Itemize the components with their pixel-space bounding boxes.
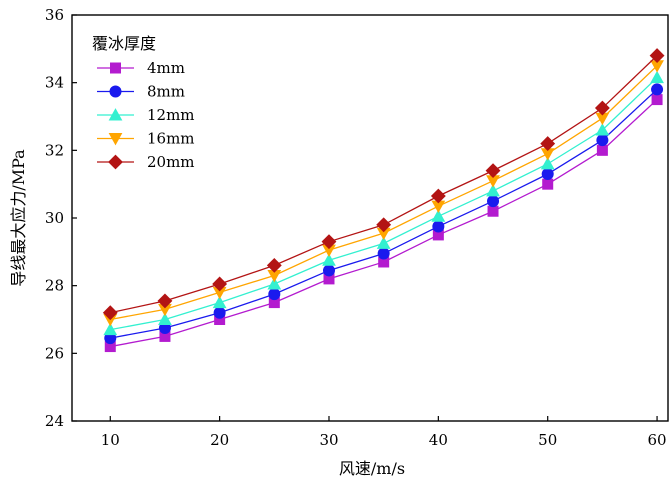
legend-item: 20mm bbox=[97, 153, 195, 171]
data-point bbox=[268, 288, 281, 301]
y-tick-label: 36 bbox=[45, 6, 64, 24]
data-point bbox=[540, 156, 555, 170]
data-point bbox=[378, 256, 390, 268]
series-4mm bbox=[104, 94, 663, 353]
data-point bbox=[431, 209, 446, 222]
data-point bbox=[487, 195, 500, 208]
data-point bbox=[430, 188, 446, 204]
legend-item: 8mm bbox=[97, 83, 185, 101]
y-tick-label: 26 bbox=[45, 344, 64, 362]
data-point bbox=[376, 236, 391, 249]
data-point bbox=[267, 270, 282, 283]
legend-label: 4mm bbox=[147, 59, 185, 77]
data-point bbox=[431, 200, 446, 214]
data-point bbox=[649, 48, 665, 64]
y-tick-label: 30 bbox=[45, 209, 64, 227]
series-20mm bbox=[102, 48, 665, 321]
data-point bbox=[102, 305, 118, 321]
data-point bbox=[650, 70, 664, 84]
data-point bbox=[596, 134, 609, 147]
data-point bbox=[486, 184, 500, 197]
legend-label: 16mm bbox=[147, 130, 195, 148]
y-axis: 24 26 28 30 32 34 36 bbox=[45, 6, 77, 430]
data-point bbox=[485, 163, 501, 179]
data-point bbox=[596, 144, 608, 156]
legend-marker bbox=[108, 108, 123, 121]
data-point bbox=[159, 330, 171, 342]
series-layer bbox=[102, 48, 665, 353]
series-8mm bbox=[104, 83, 664, 345]
legend-label: 12mm bbox=[147, 106, 195, 124]
data-point bbox=[266, 257, 282, 273]
legend-marker bbox=[108, 133, 123, 146]
x-tick-label: 10 bbox=[101, 431, 120, 449]
data-point bbox=[322, 264, 335, 277]
data-point bbox=[432, 229, 444, 241]
data-point bbox=[487, 205, 499, 217]
series-line bbox=[110, 65, 658, 321]
data-point bbox=[322, 253, 336, 266]
data-point bbox=[213, 306, 226, 319]
data-point bbox=[377, 247, 390, 260]
y-tick-label: 34 bbox=[45, 74, 64, 92]
legend-title: 覆冰厚度 bbox=[92, 34, 156, 53]
y-axis-title: 导线最大应力/MPa bbox=[9, 149, 28, 287]
y-tick-label: 24 bbox=[45, 412, 64, 430]
data-point bbox=[594, 100, 610, 116]
data-point bbox=[103, 314, 118, 327]
legend-label: 20mm bbox=[147, 153, 195, 171]
y-tick-label: 32 bbox=[45, 141, 64, 159]
data-point bbox=[214, 314, 226, 325]
data-point bbox=[651, 83, 664, 96]
series-12mm bbox=[103, 70, 664, 336]
legend-label: 8mm bbox=[147, 83, 185, 101]
x-tick-label: 20 bbox=[210, 431, 229, 449]
data-point bbox=[157, 293, 173, 309]
legend-item: 4mm bbox=[97, 59, 185, 77]
x-tick-label: 40 bbox=[429, 431, 448, 449]
y-tick-label: 28 bbox=[45, 277, 64, 295]
x-axis: 10 20 30 40 50 60 bbox=[101, 416, 667, 449]
x-tick-label: 60 bbox=[648, 431, 667, 449]
legend-item: 12mm bbox=[97, 106, 195, 124]
data-point bbox=[268, 297, 280, 309]
data-point bbox=[158, 303, 172, 317]
data-point bbox=[595, 112, 610, 126]
data-point bbox=[212, 286, 227, 300]
data-point bbox=[212, 295, 227, 309]
data-point bbox=[321, 234, 337, 250]
legend-marker bbox=[110, 62, 121, 74]
x-axis-title: 风速/m/s bbox=[339, 459, 405, 478]
data-point bbox=[322, 244, 336, 258]
x-tick-label: 30 bbox=[319, 431, 338, 449]
data-point bbox=[651, 94, 663, 106]
legend: 覆冰厚度 4mm 8mm 12mm 16mm 20mm bbox=[92, 34, 195, 171]
data-point bbox=[376, 217, 392, 233]
data-point bbox=[104, 341, 116, 353]
data-point bbox=[103, 322, 118, 336]
legend-marker bbox=[108, 154, 123, 170]
data-point bbox=[212, 276, 228, 292]
series-line bbox=[110, 55, 658, 314]
data-point bbox=[158, 312, 172, 325]
data-point bbox=[432, 220, 445, 233]
legend-marker bbox=[109, 85, 122, 98]
data-point bbox=[540, 148, 555, 161]
data-point bbox=[486, 175, 500, 188]
legend-item: 16mm bbox=[97, 130, 195, 148]
series-16mm bbox=[103, 60, 664, 327]
data-point bbox=[541, 168, 554, 181]
data-point bbox=[542, 178, 554, 190]
data-point bbox=[267, 277, 282, 290]
data-point bbox=[540, 136, 556, 151]
data-point bbox=[323, 273, 335, 285]
data-point bbox=[595, 123, 610, 136]
data-point bbox=[376, 227, 391, 241]
data-point bbox=[650, 60, 664, 73]
x-tick-label: 50 bbox=[538, 431, 557, 449]
